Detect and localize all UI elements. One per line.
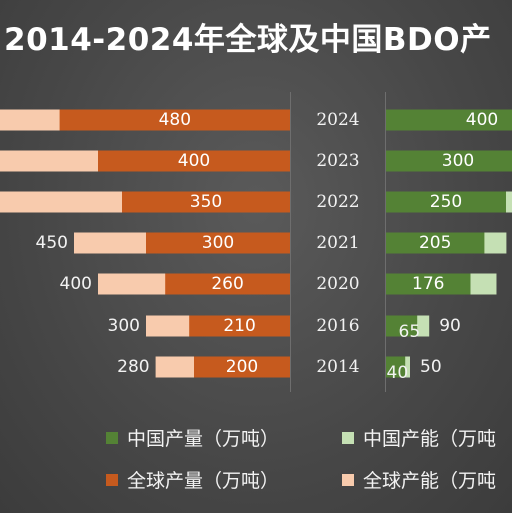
bar-china-output [386,315,418,337]
data-label-china-output: 250 [430,192,462,212]
category-label: 2014 [316,357,359,377]
data-label-china-output: 176 [412,274,444,294]
bar-china-output [386,109,512,131]
data-label-global-output: 400 [178,151,210,171]
legend-swatch [342,431,354,444]
bar-chart: 4802024400400202330035062020222503004502… [0,92,512,392]
legend-swatch [106,431,118,444]
data-label-china-output: 205 [419,233,451,253]
data-label-china-output: 40 [387,363,409,383]
data-label-global-output: 210 [223,316,255,336]
legend-item-global-output: 全球产量（万吨） [106,466,279,493]
data-label-global-output: 300 [202,233,234,253]
category-label: 2022 [316,192,359,212]
data-label-china-output: 300 [442,151,474,171]
bar-global-output [165,273,290,295]
data-label-china-output: 400 [466,110,498,130]
bar-global-output [122,191,290,213]
data-label-china-output: 65 [399,322,421,342]
category-label: 2016 [316,316,359,336]
bar-china-output [386,356,406,378]
chart-title: 2014-2024年全球及中国BDO产 [4,22,492,58]
category-label: 2023 [316,151,359,171]
legend-item-china-output: 中国产量（万吨） [106,424,279,451]
bar-china-output [386,191,506,213]
legend-swatch [106,473,118,486]
bar-china-output [386,232,485,254]
bar-global-output [98,150,290,172]
data-label-china-capacity: 50 [420,357,442,377]
legend-item-china-capacity: 中国产能（万吨 [342,424,496,451]
data-label-global-capacity: 450 [36,233,68,253]
data-label-global-output: 200 [226,357,258,377]
bar-china-output [386,273,471,295]
bar-global-output [59,109,290,131]
category-label: 2021 [316,233,359,253]
data-label-global-output: 480 [159,110,191,130]
bar-global-output [189,315,290,337]
data-label-global-capacity: 280 [117,357,149,377]
data-label-global-output: 350 [190,192,222,212]
legend-item-global-capacity: 全球产能（万吨 [342,466,496,493]
bar-global-output [194,356,290,378]
data-label-global-capacity: 300 [108,316,140,336]
category-label: 2020 [316,274,359,294]
category-label: 2024 [316,110,359,130]
bar-global-output [146,232,290,254]
data-label-global-capacity: 400 [60,274,92,294]
legend-swatch [342,473,354,486]
data-label-china-capacity: 90 [439,316,461,336]
data-label-global-output: 260 [211,274,243,294]
bar-china-output [386,150,512,172]
